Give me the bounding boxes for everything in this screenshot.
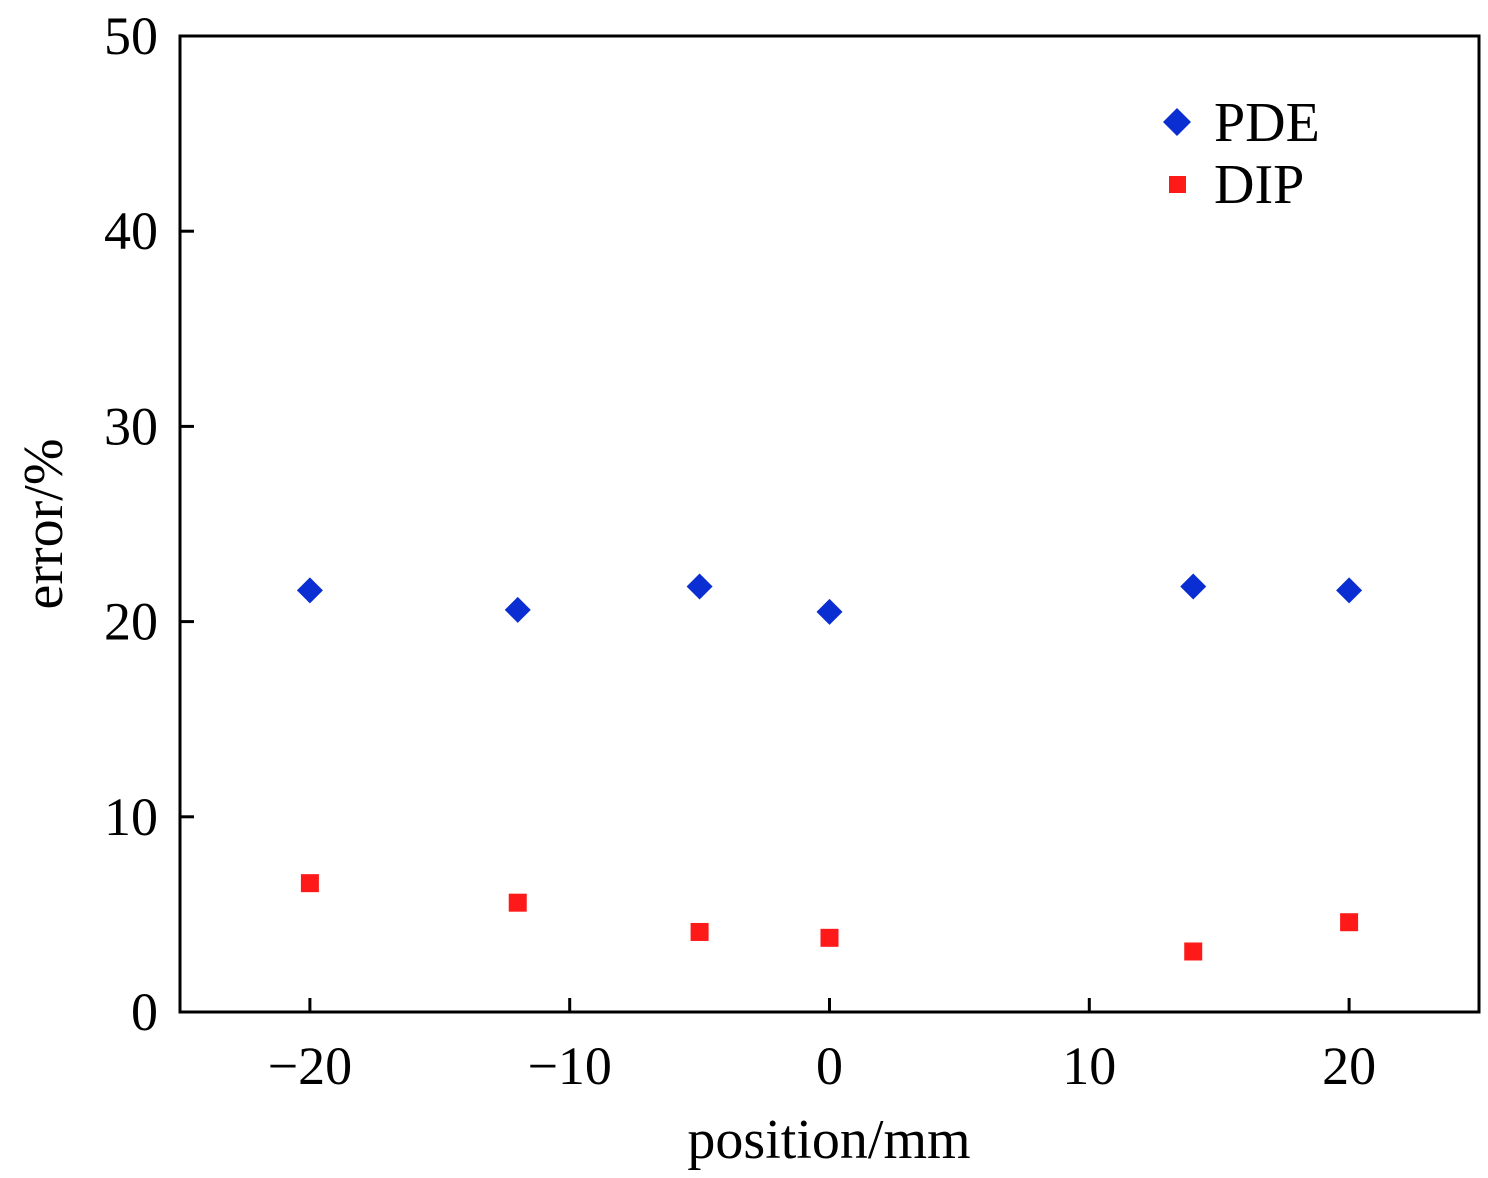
y-tick-label: 50 [104, 6, 158, 66]
dip-point [1340, 913, 1359, 932]
x-tick-labels: −20 −10 0 10 20 [268, 1036, 1376, 1096]
x-tick-label: 20 [1322, 1036, 1376, 1096]
legend: PDE DIP [1163, 92, 1320, 216]
dip-point [1184, 942, 1203, 961]
y-tick-label: 0 [131, 982, 158, 1042]
pde-point [1336, 577, 1363, 604]
data-points [296, 573, 1363, 961]
pde-point [504, 596, 531, 623]
legend-label-dip: DIP [1214, 154, 1304, 216]
x-tick-label: 10 [1062, 1036, 1116, 1096]
dip-point [300, 874, 319, 893]
legend-marker-pde [1163, 108, 1191, 136]
pde-point [296, 577, 323, 604]
dip-point [820, 928, 839, 947]
dip-point [508, 893, 527, 912]
dip-point [690, 922, 709, 941]
x-tick-label: −20 [268, 1036, 352, 1096]
legend-label-pde: PDE [1214, 92, 1320, 154]
x-tick-label: −10 [527, 1036, 611, 1096]
y-axis-title: error/% [13, 438, 75, 609]
pde-point [686, 573, 713, 600]
axis-ticks [180, 34, 1351, 1014]
y-tick-label: 40 [104, 201, 158, 261]
x-tick-label: 0 [816, 1036, 843, 1096]
y-tick-label: 10 [104, 787, 158, 847]
legend-marker-dip [1169, 176, 1186, 193]
pde-point [816, 598, 843, 625]
y-tick-label: 20 [104, 592, 158, 652]
y-tick-label: 30 [104, 396, 158, 456]
pde-point [1180, 573, 1207, 600]
x-axis-title: position/mm [687, 1109, 970, 1171]
y-tick-labels: 0 10 20 30 40 50 [104, 6, 158, 1042]
